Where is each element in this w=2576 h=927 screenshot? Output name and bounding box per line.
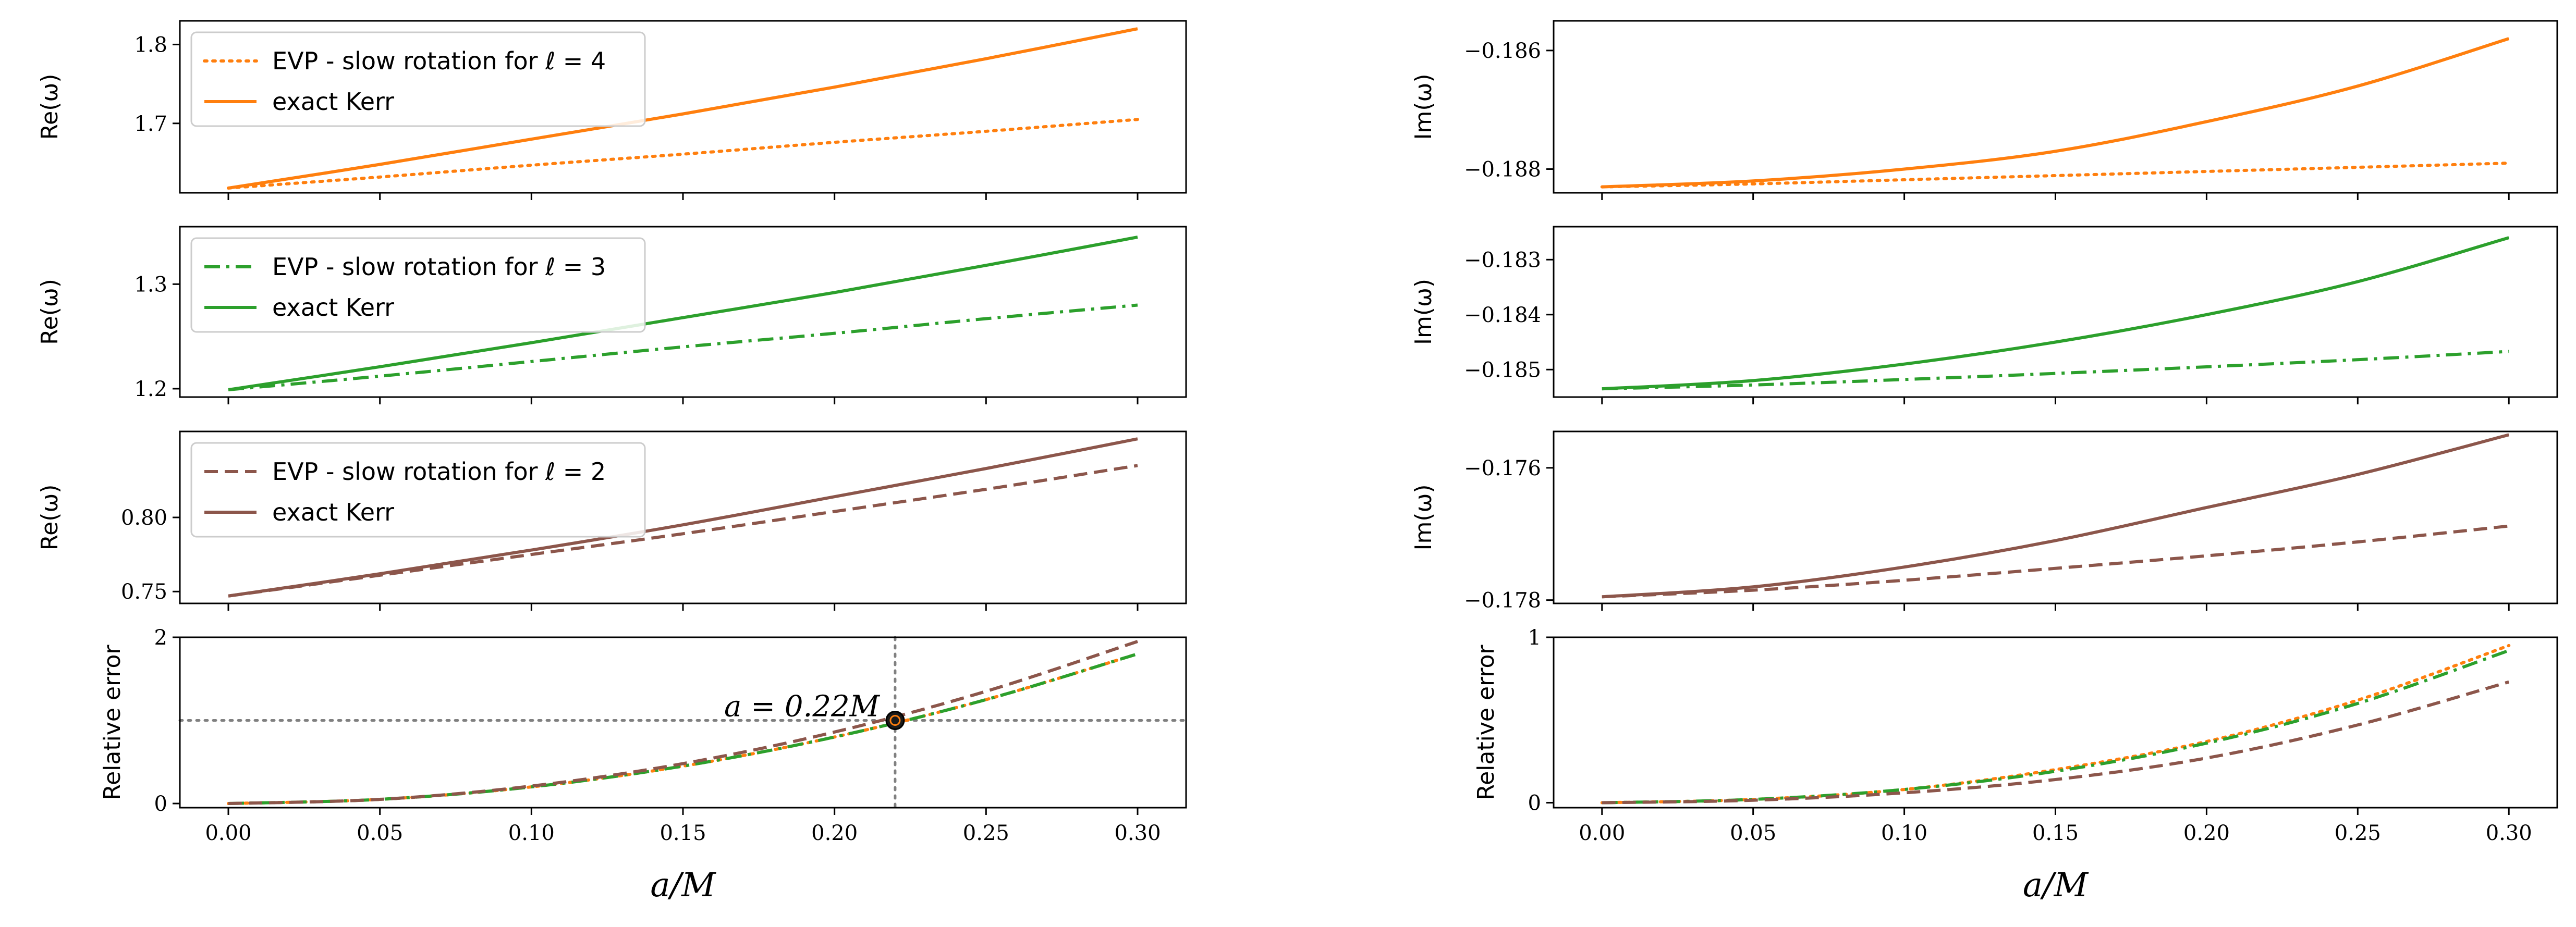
series-line-l4-solid [1602, 37, 2510, 189]
panel-re_l4: 1.7 1.8 Re(ω) EVP - slow rotation for ℓ = 4… [36, 20, 1187, 200]
panel-relerr_im: 0 1 0.00 0.05 0.10 0.15 0.20 0.25 0.30 a/M Relativ… [1473, 626, 2558, 905]
series-line-l2-dashed [228, 640, 1138, 806]
axes-frame [1553, 20, 2558, 194]
legend-label: EVP - slow rotation for ℓ = 4 [272, 47, 606, 75]
y-tick-label: 1.3 [134, 273, 167, 296]
panel-relerr_re: a = 0.22M 0 2 0.00 0.05 0.10 0.15 0.20 0.25 0.30 a… [99, 626, 1188, 905]
y-tick-label: 0.80 [121, 506, 167, 530]
x-tick-label: 0.20 [811, 821, 858, 845]
x-tick-label: 0.00 [205, 821, 251, 845]
legend-label: EVP - slow rotation for ℓ = 3 [272, 253, 606, 281]
x-tick-label: 0.15 [2032, 821, 2079, 845]
y-tick-label: −0.178 [1464, 589, 1541, 613]
axes-frame [179, 636, 1187, 809]
x-tick-label: 0.05 [357, 821, 403, 845]
y-axis-label: Re(ω) [36, 485, 63, 551]
series-line-l4-solid [228, 27, 1138, 190]
series-line-l3-solid [1602, 236, 2510, 391]
y-axis-label: Relative error [1473, 645, 1499, 800]
x-tick-label: 0.20 [2183, 821, 2230, 845]
panel-re_l2: 0.75 0.80 Re(ω) EVP - slow rotation for ℓ =… [36, 430, 1187, 611]
legend-label: exact Kerr [272, 293, 394, 322]
axes-frame [1553, 430, 2558, 604]
x-tick-label: 0.00 [1579, 821, 1625, 845]
y-axis-label: Relative error [99, 645, 126, 800]
x-axis-label: a/M [650, 866, 716, 905]
y-tick-label: −0.185 [1464, 358, 1541, 382]
annotation-label: a = 0.22M [724, 690, 881, 724]
x-tick-label: 0.05 [1730, 821, 1776, 845]
intersection-marker-ring [889, 715, 901, 726]
y-tick-label: 0 [154, 792, 167, 816]
y-tick-label: 0 [1528, 791, 1541, 815]
series-line-l4-dotted [227, 118, 1139, 190]
panel-re_l3: 1.2 1.3 Re(ω) EVP - slow rotation for ℓ = 3… [36, 226, 1187, 404]
y-tick-label: 1.7 [134, 112, 167, 136]
legend-box [190, 237, 646, 333]
x-tick-label: 0.30 [2486, 821, 2532, 845]
x-tick-label: 0.25 [963, 821, 1009, 845]
legend: EVP - slow rotation for ℓ = 2 exact Kerr [190, 442, 646, 538]
y-axis-label: Re(ω) [36, 279, 63, 345]
legend-label: exact Kerr [272, 498, 394, 526]
series-line-l3-dashdot [228, 652, 1138, 806]
axes-frame [1553, 226, 2558, 398]
y-axis-label: Re(ω) [36, 74, 63, 140]
y-tick-label: −0.176 [1464, 456, 1541, 480]
series-line-l2-solid [228, 437, 1138, 598]
y-tick-label: 1 [1528, 626, 1541, 650]
x-tick-label: 0.10 [508, 821, 555, 845]
legend: EVP - slow rotation for ℓ = 3 exact Kerr [190, 237, 646, 333]
series-line-l2-dashed [1602, 524, 2509, 599]
series-line-l3-solid [228, 236, 1138, 391]
panel-im_l2: −0.178 −0.176 Im(ω) [1410, 430, 2558, 613]
x-tick-label: 0.30 [1114, 821, 1161, 845]
y-axis-label: Im(ω) [1410, 484, 1437, 550]
y-axis-label: Im(ω) [1410, 73, 1437, 140]
series-line-l2-solid [1602, 433, 2509, 599]
x-tick-label: 0.10 [1881, 821, 1927, 845]
y-tick-label: −0.186 [1464, 39, 1541, 63]
y-tick-label: −0.188 [1464, 157, 1541, 181]
legend-box [190, 442, 646, 538]
y-tick-label: −0.184 [1464, 303, 1541, 327]
series-line-l4-dotted [1600, 162, 2511, 189]
y-tick-label: 1.8 [134, 33, 167, 57]
series-line-l3-dashdot [1602, 350, 2509, 391]
y-tick-label: −0.183 [1464, 248, 1541, 272]
series-line-l3-dashdot [1602, 649, 2510, 805]
axes-frame [1553, 636, 2558, 809]
y-tick-label: 2 [154, 626, 167, 650]
series-line-l4-dotted [227, 652, 1139, 806]
y-tick-label: 1.2 [134, 377, 167, 401]
legend-label: exact Kerr [272, 88, 394, 116]
panel-im_l4: −0.188 −0.186 Im(ω) [1410, 20, 2558, 200]
intersection-marker [885, 711, 905, 731]
panel-im_l3: −0.185 −0.184 −0.183 Im(ω) [1410, 226, 2558, 404]
legend-label: EVP - slow rotation for ℓ = 2 [272, 458, 606, 486]
y-axis-label: Im(ω) [1410, 279, 1437, 345]
legend-box [190, 31, 646, 127]
x-tick-label: 0.25 [2335, 821, 2381, 845]
legend: EVP - slow rotation for ℓ = 4 exact Kerr [190, 31, 646, 127]
series-line-l2-dashed [1602, 680, 2510, 805]
x-axis-label: a/M [2023, 866, 2089, 905]
series-line-l3-dashdot [228, 303, 1138, 391]
y-tick-label: 0.75 [121, 580, 167, 604]
x-tick-label: 0.15 [660, 821, 706, 845]
